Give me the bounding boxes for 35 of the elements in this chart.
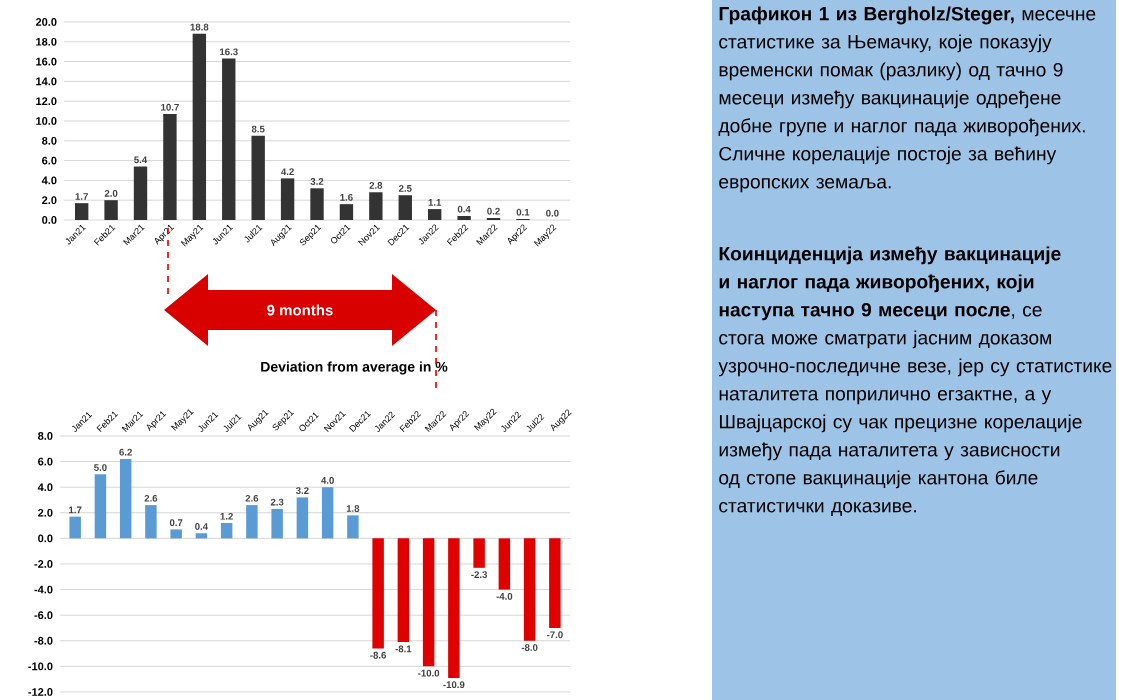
bar [398,195,412,220]
bar [427,209,442,220]
bar [473,538,485,568]
bar [145,505,157,539]
bar [296,497,309,539]
bar [195,533,208,539]
bar [192,33,207,220]
bar [498,538,511,590]
bar [448,538,460,678]
bar [372,538,384,649]
bar [222,58,236,220]
bar [422,538,435,667]
bar [133,166,148,220]
bar [310,188,324,220]
bar [339,204,354,220]
bar [523,538,536,641]
bar [397,538,410,643]
bar [74,203,89,220]
bar [251,135,265,220]
bar [246,505,258,539]
bar [549,538,561,628]
bar [347,515,359,539]
bar [104,200,118,220]
text: Коинциденција између вакцинације и наглог пада живорођених, који наступа тачно 9 месеци после, се стога може сматрати јасним доказом узрочно-последичне везе, јер су статистике наталитета поприлично егзактне, а у Швајцарској су чак прецизне корелације између пада наталитета у зависности од стопе вакцинације кантона биле статистички доказиве. [718,246,1112,517]
bar [321,487,334,539]
bar [163,114,177,220]
bar [119,459,132,539]
bar [69,516,81,539]
bar [369,192,383,220]
bar [220,523,233,539]
bar [170,529,182,539]
bar [271,508,283,539]
bar [280,178,295,220]
bar [94,474,107,539]
text: Графикон 1 из Bergholz/Steger, месечне статистике за Њемачку, које показују временски помак (разлику) од тачно 9 месеци између вакцинације одређене добне групе и наглог пада живорођених. Сличне корелације постоје за већину европских земаља. [718,6,1096,193]
